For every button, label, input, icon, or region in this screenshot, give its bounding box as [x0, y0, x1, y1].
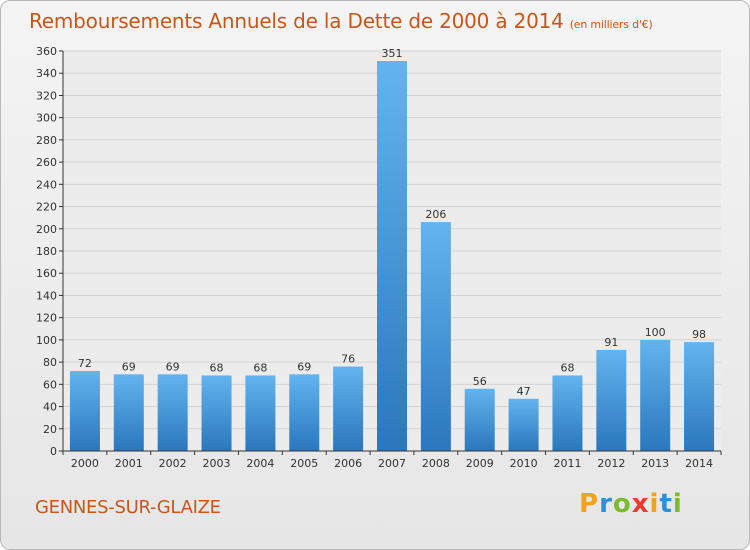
bar	[113, 374, 144, 451]
bar-value-label: 351	[382, 47, 403, 60]
x-tick-label: 2014	[685, 457, 713, 470]
bar	[464, 388, 495, 451]
bar	[69, 371, 100, 451]
proxiti-logo-letter: i	[649, 489, 660, 519]
bar-value-label: 100	[645, 326, 666, 339]
x-tick-label: 2008	[422, 457, 450, 470]
y-tick-label: 220	[36, 201, 57, 214]
bar-value-label: 76	[341, 353, 355, 366]
bar-value-label: 69	[297, 360, 311, 373]
bar-value-label: 47	[517, 385, 531, 398]
bar-value-label: 68	[253, 361, 267, 374]
bar-value-label: 206	[425, 208, 446, 221]
proxiti-logo-letter: r	[599, 489, 613, 519]
y-tick-label: 120	[36, 312, 57, 325]
bar	[201, 375, 232, 451]
bar	[684, 342, 715, 451]
x-tick-label: 2004	[246, 457, 274, 470]
proxiti-logo-letter: x	[631, 489, 650, 519]
proxiti-logo: Proxiti	[579, 489, 683, 519]
bar-value-label: 56	[473, 375, 487, 388]
y-tick-label: 60	[43, 378, 57, 391]
x-tick-label: 2011	[553, 457, 581, 470]
bar	[157, 374, 188, 451]
y-tick-label: 0	[50, 445, 57, 458]
bar-value-label: 91	[604, 336, 618, 349]
x-tick-label: 2006	[334, 457, 362, 470]
y-tick-label: 160	[36, 267, 57, 280]
bar	[333, 366, 364, 451]
bar-value-label: 68	[210, 361, 224, 374]
proxiti-logo-letter: i	[672, 489, 683, 519]
bar	[377, 61, 407, 451]
y-tick-label: 240	[36, 178, 57, 191]
bar-value-label: 69	[166, 360, 180, 373]
x-tick-label: 2002	[159, 457, 187, 470]
x-tick-label: 2003	[203, 457, 231, 470]
bar	[596, 349, 627, 451]
proxiti-logo-letter: P	[579, 489, 600, 519]
bar-value-label: 72	[78, 357, 92, 370]
y-tick-label: 200	[36, 223, 57, 236]
bar	[420, 222, 451, 451]
proxiti-logo-letter: o	[612, 489, 632, 519]
y-tick-label: 80	[43, 356, 57, 369]
x-tick-label: 2000	[71, 457, 99, 470]
x-tick-label: 2009	[466, 457, 494, 470]
commune-name: GENNES-SUR-GLAIZE	[35, 497, 221, 518]
y-tick-label: 360	[36, 45, 57, 58]
bar-value-label: 68	[560, 361, 574, 374]
bar	[508, 398, 539, 451]
chart-title-text: Remboursements Annuels de la Dette de 20…	[29, 9, 564, 33]
x-tick-label: 2001	[115, 457, 143, 470]
y-tick-label: 280	[36, 134, 57, 147]
bar	[640, 339, 671, 451]
bar	[245, 375, 276, 451]
y-tick-label: 20	[43, 423, 57, 436]
y-tick-label: 100	[36, 334, 57, 347]
bar	[289, 374, 320, 451]
bar	[552, 375, 583, 451]
x-tick-label: 2007	[378, 457, 406, 470]
y-tick-label: 260	[36, 156, 57, 169]
y-tick-label: 320	[36, 89, 57, 102]
y-tick-label: 180	[36, 245, 57, 258]
bar-value-label: 69	[122, 360, 136, 373]
y-tick-label: 340	[36, 67, 57, 80]
y-tick-label: 140	[36, 289, 57, 302]
x-tick-label: 2010	[510, 457, 538, 470]
y-tick-label: 300	[36, 112, 57, 125]
x-tick-label: 2005	[290, 457, 318, 470]
x-tick-label: 2012	[597, 457, 625, 470]
proxiti-logo-letter: t	[659, 489, 673, 519]
x-tick-label: 2013	[641, 457, 669, 470]
bar-value-label: 98	[692, 328, 706, 341]
y-tick-label: 40	[43, 401, 57, 414]
chart-subtitle: (en milliers d'€)	[569, 18, 653, 31]
chart-title: Remboursements Annuels de la Dette de 20…	[29, 9, 653, 33]
